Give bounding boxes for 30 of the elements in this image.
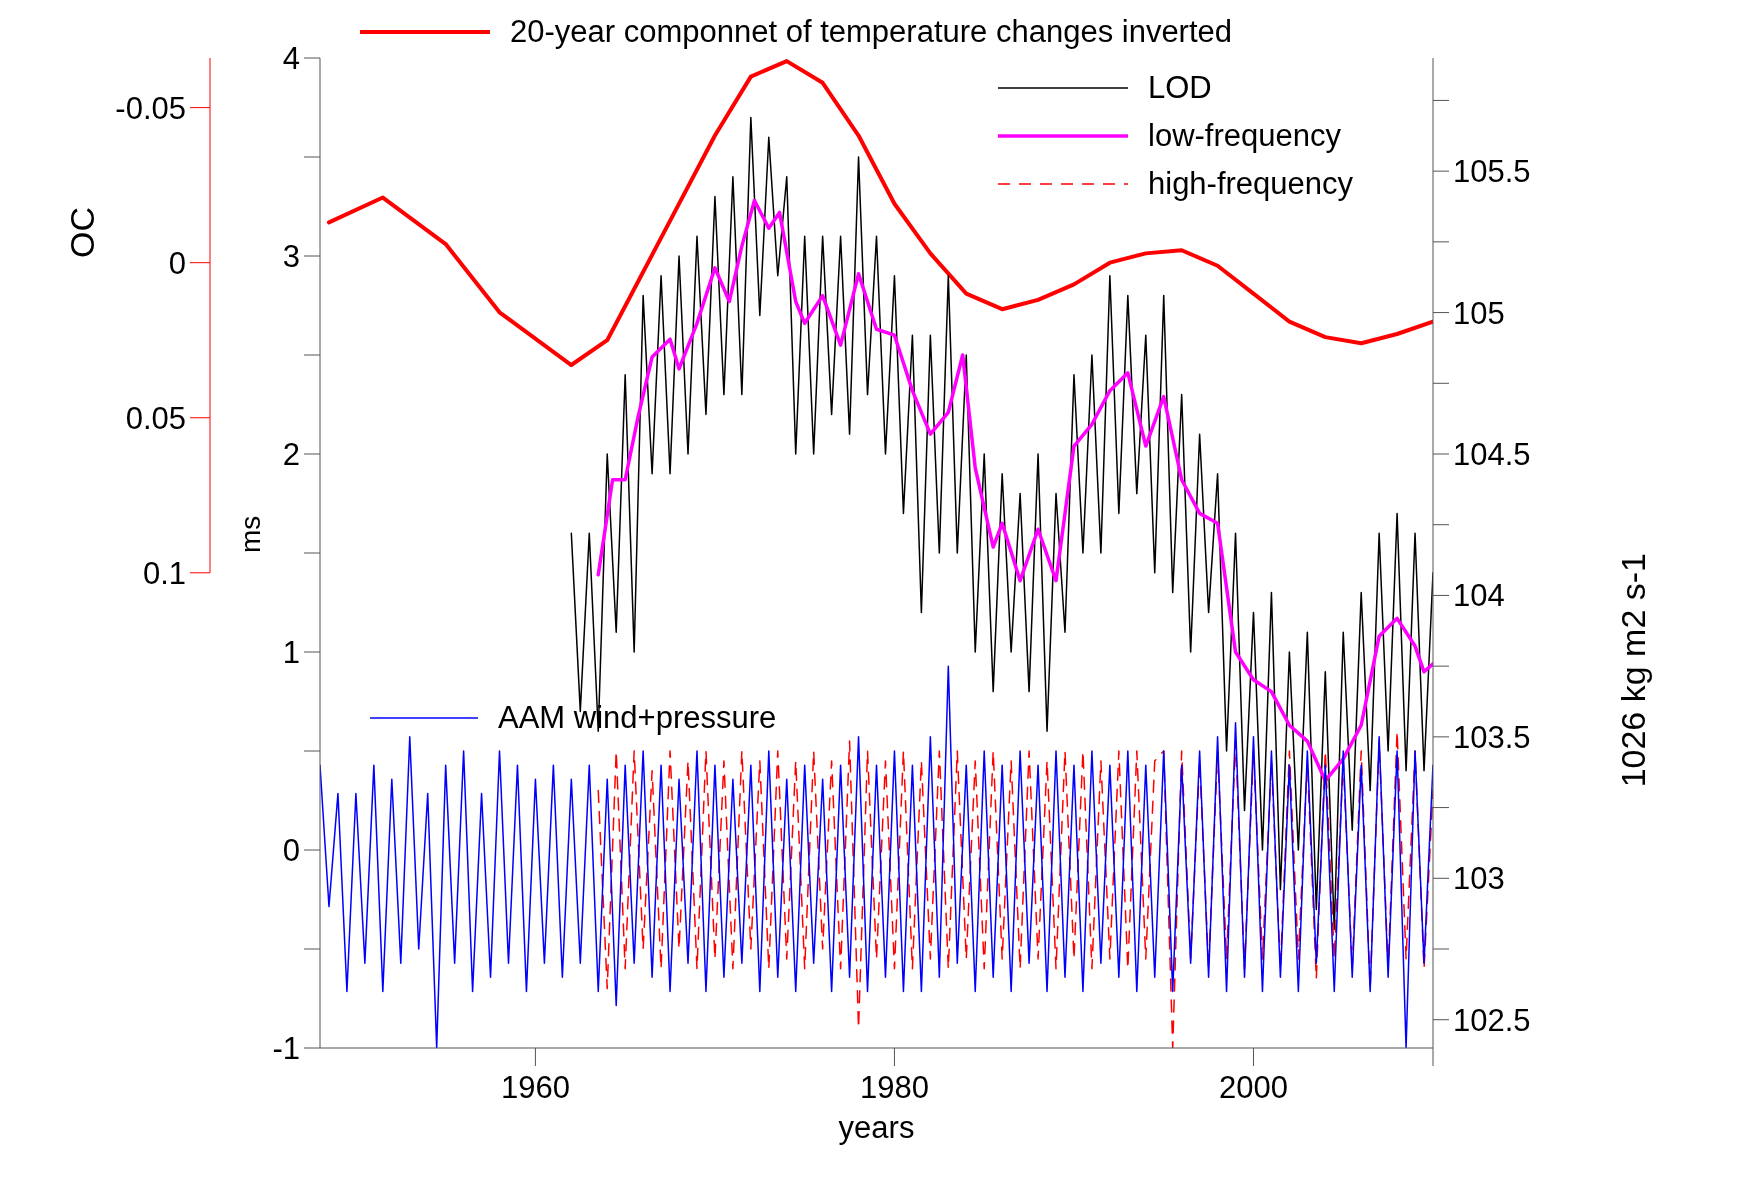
y3-tick-label: -0.05 <box>115 90 186 126</box>
y-axis-title: ms <box>234 515 266 553</box>
y-tick-label: -1 <box>272 1031 300 1067</box>
y-tick-label: 1 <box>282 635 300 671</box>
legend-label: low-frequency <box>1148 117 1341 155</box>
y2-tick-label: 102.5 <box>1453 1002 1531 1038</box>
legend-label: 20-year componnet of temperature changes inverted <box>510 13 1234 51</box>
legend-label: LOD <box>1148 69 1212 107</box>
y-tick-label: 0 <box>282 833 300 869</box>
y3-tick-label: 0.1 <box>142 555 186 591</box>
y2-tick-label: 103.5 <box>1453 719 1531 755</box>
line-series <box>570 116 1433 930</box>
line-series <box>326 59 1433 368</box>
y3-tick-label: 0 <box>168 245 186 281</box>
y-tick-label: 3 <box>282 239 300 275</box>
y2-tick-label: 104 <box>1453 578 1505 614</box>
y3-tick-label: 0.05 <box>125 400 186 436</box>
x-tick-label: 1980 <box>859 1069 929 1105</box>
y2-tick-label: 104.5 <box>1453 437 1531 473</box>
y2-tick-label: 103 <box>1453 861 1505 897</box>
y-tick-label: 4 <box>282 41 300 77</box>
legend-label: high-frequency <box>1148 165 1354 203</box>
y2-tick-label: 105.5 <box>1453 154 1531 190</box>
x-axis-title: years <box>838 1110 915 1145</box>
y-tick-label: 2 <box>282 437 300 473</box>
y3-axis-title: OC <box>63 207 102 258</box>
y2-tick-label: 105 <box>1453 295 1505 331</box>
y2-axis-title: 1026 kg m2 s-1 <box>1614 553 1653 788</box>
x-tick-label: 1960 <box>500 1069 570 1105</box>
x-tick-label: 2000 <box>1219 1069 1288 1105</box>
